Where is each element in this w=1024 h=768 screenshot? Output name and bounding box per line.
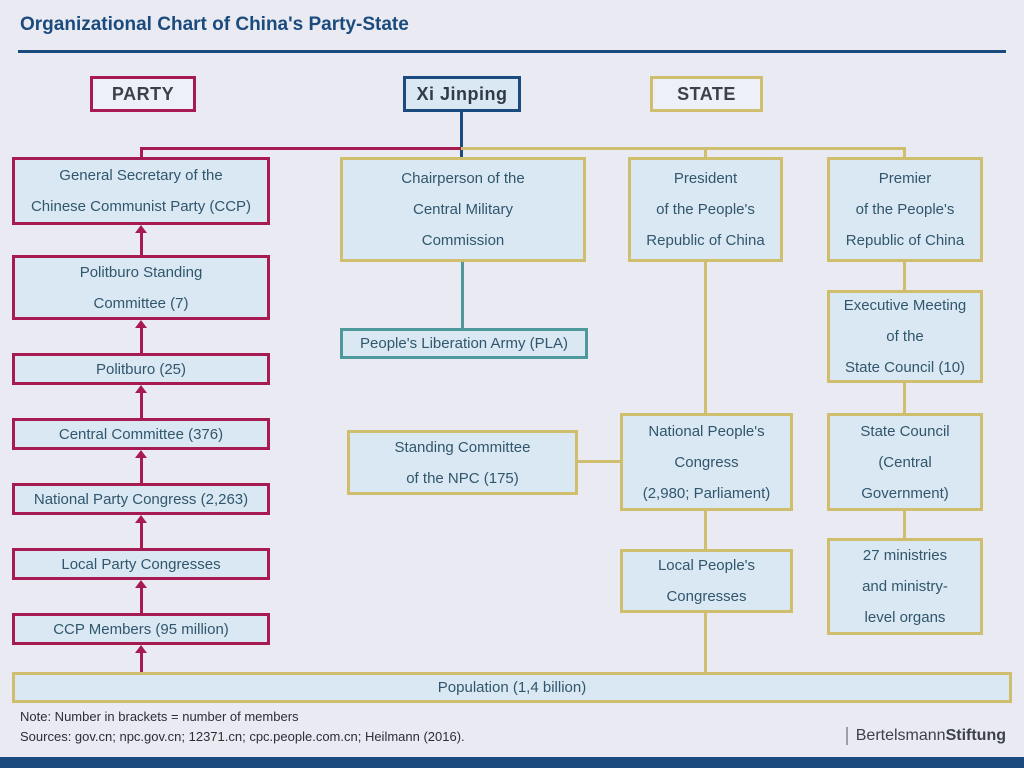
box-cmc-chairperson: Chairperson of the Central Military Comm… — [340, 157, 586, 262]
box-line: Chinese Communist Party (CCP) — [30, 198, 252, 215]
box-line: 27 ministries — [862, 547, 948, 564]
title-divider — [18, 50, 1006, 53]
box-politburo: Politburo (25) — [12, 353, 270, 385]
box-line: level organs — [864, 609, 946, 626]
box-npc: National People's Congress (2,980; Parli… — [620, 413, 793, 511]
arrow-up-icon — [135, 580, 147, 588]
connector-executive-to-state-council — [903, 383, 906, 413]
note-text: Note: Number in brackets = number of mem… — [20, 709, 299, 724]
sources-text: Sources: gov.cn; npc.gov.cn; 12371.cn; c… — [20, 729, 465, 744]
connector-npc-to-local — [704, 511, 707, 549]
bertelsmann-stiftung-logo: Bertelsmann Stiftung — [845, 727, 1006, 745]
connector-local-to-population — [704, 613, 707, 672]
box-national-party-congress: National Party Congress (2,263) — [12, 483, 270, 515]
connector-party — [140, 587, 143, 613]
box-line: Central Committee (376) — [58, 425, 224, 443]
box-line: (Central — [878, 453, 932, 471]
box-local-peoples-congresses: Local People's Congresses — [620, 549, 793, 613]
logo-divider — [845, 727, 848, 745]
box-pla: People's Liberation Army (PLA) — [340, 328, 588, 359]
box-line: Premier — [878, 170, 932, 187]
box-state-council: State Council (Central Government) — [827, 413, 983, 511]
box-line: Republic of China — [646, 232, 765, 249]
box-line: General Secretary of the — [59, 167, 223, 184]
connector-party — [140, 232, 143, 255]
box-line: Republic of China — [845, 232, 965, 249]
box-ministries: 27 ministries and ministry- level organs — [827, 538, 983, 635]
connector-premier-stub — [903, 147, 906, 157]
box-line: State Council (10) — [844, 359, 966, 376]
box-line: (2,980; Parliament) — [642, 484, 771, 502]
header-party-label: PARTY — [111, 84, 175, 104]
box-line: Local Party Congresses — [61, 555, 221, 573]
box-line: Congress — [674, 453, 739, 471]
connector-state-council-to-ministries — [903, 511, 906, 538]
connector-president-to-npc — [704, 262, 707, 413]
box-line: President — [673, 170, 738, 187]
header-party: PARTY — [90, 76, 196, 112]
connector-premier-to-executive — [903, 262, 906, 290]
bottom-accent-bar — [0, 757, 1024, 768]
connector-party — [140, 652, 143, 672]
connector-standing-committee-to-npc — [578, 460, 620, 463]
box-line: of the People's — [656, 201, 755, 218]
header-state: STATE — [650, 76, 763, 112]
box-line: State Council — [860, 422, 950, 440]
box-line: Central Military — [412, 201, 514, 218]
box-population: Population (1,4 billion) — [12, 672, 1012, 703]
connector-xi-to-state — [461, 147, 906, 150]
header-xi-jinping-label: Xi Jinping — [416, 84, 508, 104]
box-president: President of the People's Republic of Ch… — [628, 157, 783, 262]
arrow-up-icon — [135, 515, 147, 523]
box-executive-meeting: Executive Meeting of the State Council (… — [827, 290, 983, 383]
arrow-up-icon — [135, 450, 147, 458]
box-local-party-congresses: Local Party Congresses — [12, 548, 270, 580]
box-line: Government) — [861, 484, 949, 502]
box-line: People's Liberation Army (PLA) — [360, 335, 568, 352]
box-ccp-members: CCP Members (95 million) — [12, 613, 270, 645]
arrow-up-icon — [135, 645, 147, 653]
box-general-secretary: General Secretary of the Chinese Communi… — [12, 157, 270, 225]
page-title: Organizational Chart of China's Party-St… — [20, 14, 409, 35]
box-line: Congresses — [666, 588, 747, 605]
box-line: of the People's — [855, 201, 955, 218]
arrow-up-icon — [135, 225, 147, 233]
header-xi-jinping: Xi Jinping — [403, 76, 521, 112]
connector-party — [140, 457, 143, 483]
header-state-label: STATE — [677, 84, 736, 104]
box-line: Committee (7) — [93, 294, 189, 312]
connector-president-stub — [704, 147, 707, 157]
connector-party — [140, 522, 143, 548]
connector-cmc-to-pla — [461, 262, 464, 328]
box-line: National Party Congress (2,263) — [33, 490, 249, 508]
arrow-up-icon — [135, 385, 147, 393]
connector-party — [140, 327, 143, 353]
box-line: Local People's — [657, 557, 756, 574]
box-premier: Premier of the People's Republic of Chin… — [827, 157, 983, 262]
box-line: CCP Members (95 million) — [53, 620, 229, 638]
box-line: National People's — [648, 422, 765, 440]
box-line: Politburo (25) — [95, 360, 187, 378]
box-line: of the — [886, 328, 924, 345]
arrow-up-icon — [135, 320, 147, 328]
box-line: of the NPC (175) — [406, 469, 519, 487]
box-line: Politburo Standing — [79, 263, 203, 281]
box-line: Standing Committee — [394, 438, 531, 456]
box-line: Chairperson of the — [401, 170, 525, 187]
connector-party-stub — [140, 147, 143, 157]
box-central-committee: Central Committee (376) — [12, 418, 270, 450]
connector-xi-to-party — [140, 147, 463, 150]
box-line: Population (1,4 billion) — [437, 679, 587, 696]
connector-party — [140, 392, 143, 418]
box-npc-standing-committee: Standing Committee of the NPC (175) — [347, 430, 578, 495]
box-line: Executive Meeting — [843, 297, 967, 314]
box-line: and ministry- — [862, 578, 948, 595]
box-line: Commission — [421, 232, 505, 249]
logo-text-bold: Stiftung — [945, 727, 1006, 744]
logo-text-regular: Bertelsmann — [855, 727, 946, 744]
connector-xi-to-cmc — [460, 112, 463, 159]
box-politburo-standing-committee: Politburo Standing Committee (7) — [12, 255, 270, 320]
